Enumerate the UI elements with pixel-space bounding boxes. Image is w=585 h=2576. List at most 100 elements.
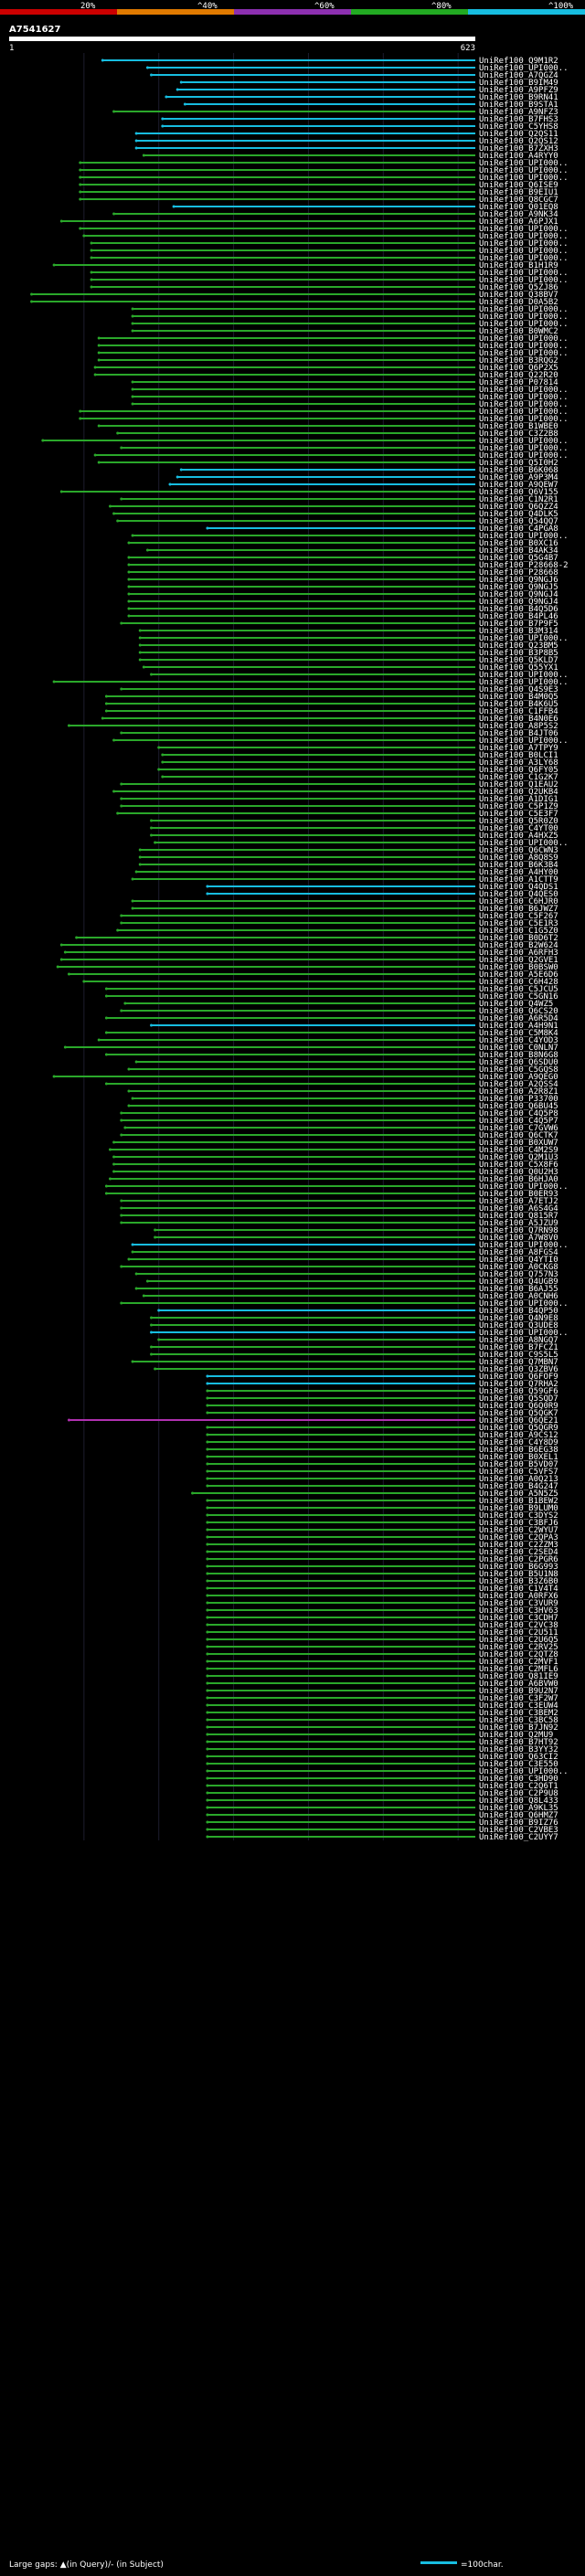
hit-label[interactable]: UniRef100_C3BEM2 xyxy=(479,1709,558,1718)
hit-label[interactable]: UniRef100_UPI000.. xyxy=(479,737,569,746)
hit-label[interactable]: UniRef100_C3BC58 xyxy=(479,1716,558,1725)
hit-label[interactable]: UniRef100_B6HJA0 xyxy=(479,1175,558,1184)
hit-label[interactable]: UniRef100_B0XC16 xyxy=(479,539,558,548)
hit-label[interactable]: UniRef100_UPI000.. xyxy=(479,532,569,541)
hit-label[interactable]: UniRef100_B9LUM0 xyxy=(479,1504,558,1513)
hit-label[interactable]: UniRef100_Q6V155 xyxy=(479,488,558,497)
hit-label[interactable]: UniRef100_B1BEW2 xyxy=(479,1497,558,1506)
hit-label[interactable]: UniRef100_B2W624 xyxy=(479,941,558,950)
hit-label[interactable]: UniRef100_B4PL46 xyxy=(479,612,558,621)
hit-label[interactable]: UniRef100_UPI000.. xyxy=(479,64,569,73)
hit-label[interactable]: UniRef100_C5YHS8 xyxy=(479,122,558,132)
hit-label[interactable]: UniRef100_A0CNH6 xyxy=(479,1292,558,1301)
hit-label[interactable]: UniRef100_UPI000.. xyxy=(479,342,569,351)
hit-label[interactable]: UniRef100_Q5G4B7 xyxy=(479,554,558,563)
hit-label[interactable]: UniRef100_Q9M1R2 xyxy=(479,57,558,66)
hit-label[interactable]: UniRef100_Q7RHA2 xyxy=(479,1380,558,1389)
hit-label[interactable]: UniRef100_B4AK34 xyxy=(479,546,558,556)
hit-label[interactable]: UniRef100_UPI000.. xyxy=(479,839,569,848)
hit-label[interactable]: UniRef100_A6R5D4 xyxy=(479,1014,558,1023)
hit-label[interactable]: UniRef100_A4H9N1 xyxy=(479,1022,558,1031)
hit-label[interactable]: UniRef100_C2P9U8 xyxy=(479,1789,558,1798)
hit-label[interactable]: UniRef100_A2QSS4 xyxy=(479,1080,558,1089)
hit-label[interactable]: UniRef100_Q01EQ8 xyxy=(479,203,558,212)
hit-label[interactable]: UniRef100_C2VC38 xyxy=(479,1621,558,1630)
hit-label[interactable]: UniRef100_UPI000.. xyxy=(479,269,569,278)
hit-label[interactable]: UniRef100_UPI000.. xyxy=(479,437,569,446)
hit-label[interactable]: UniRef100_Q4DLK5 xyxy=(479,510,558,519)
hit-label[interactable]: UniRef100_UPI000.. xyxy=(479,254,569,263)
hit-label[interactable]: UniRef100_A4HY00 xyxy=(479,868,558,877)
hit-label[interactable]: UniRef100_C1V4T4 xyxy=(479,1585,558,1594)
hit-label[interactable]: UniRef100_A9CS12 xyxy=(479,1431,558,1440)
hit-label[interactable]: UniRef100_Q4UGB9 xyxy=(479,1277,558,1287)
hit-label[interactable]: UniRef100_Q9NGJ4 xyxy=(479,598,558,607)
hit-label[interactable]: UniRef100_A6S4G4 xyxy=(479,1204,558,1214)
hit-label[interactable]: UniRef100_A4RYY0 xyxy=(479,152,558,161)
hit-label[interactable]: UniRef100_C1G2K7 xyxy=(479,773,558,782)
hit-label[interactable]: UniRef100_Q6CS20 xyxy=(479,1007,558,1016)
hit-label[interactable]: UniRef100_B7JN92 xyxy=(479,1723,558,1733)
hit-label[interactable]: UniRef100_A0CKG8 xyxy=(479,1263,558,1272)
hit-label[interactable]: UniRef100_UPI000.. xyxy=(479,159,569,168)
hit-label[interactable]: UniRef100_B6EG38 xyxy=(479,1446,558,1455)
hit-label[interactable]: UniRef100_B0BSW0 xyxy=(479,963,558,972)
hit-label[interactable]: UniRef100_UPI000.. xyxy=(479,239,569,249)
hit-label[interactable]: UniRef100_A4HXZ5 xyxy=(479,832,558,841)
hit-label[interactable]: UniRef100_C2PGR6 xyxy=(479,1555,558,1564)
hit-label[interactable]: UniRef100_Q3ZBV6 xyxy=(479,1365,558,1374)
hit-label[interactable]: UniRef100_Q6SDU0 xyxy=(479,1058,558,1067)
hit-label[interactable]: UniRef100_Q6Q0R9 xyxy=(479,1402,558,1411)
hit-label[interactable]: UniRef100_Q9NGJ6 xyxy=(479,576,558,585)
hit-label[interactable]: UniRef100_C2UYY7 xyxy=(479,1833,558,1842)
hit-label[interactable]: UniRef100_Q54QQ7 xyxy=(479,517,558,526)
hit-label[interactable]: UniRef100_UPI000.. xyxy=(479,415,569,424)
hit-label[interactable]: UniRef100_B4N0E6 xyxy=(479,715,558,724)
hit-label[interactable]: UniRef100_A7ETJ2 xyxy=(479,1197,558,1206)
hit-label[interactable]: UniRef100_B4G247 xyxy=(479,1482,558,1491)
hit-label[interactable]: UniRef100_A0Q213 xyxy=(479,1475,558,1484)
hit-label[interactable]: UniRef100_A7QGZ4 xyxy=(479,71,558,80)
hit-label[interactable]: UniRef100_C2QTZ8 xyxy=(479,1650,558,1659)
hit-label[interactable]: UniRef100_P28668-2 xyxy=(479,561,569,570)
hit-label[interactable]: UniRef100_C2ZZM3 xyxy=(479,1541,558,1550)
hit-label[interactable]: UniRef100_A8Q8S9 xyxy=(479,853,558,863)
hit-label[interactable]: UniRef100_C6HJR0 xyxy=(479,897,558,906)
hit-label[interactable]: UniRef100_A8NGQ7 xyxy=(479,1336,558,1345)
hit-label[interactable]: UniRef100_D0A5B2 xyxy=(479,298,558,307)
hit-label[interactable]: UniRef100_Q6CWN3 xyxy=(479,846,558,855)
hit-label[interactable]: UniRef100_UPI000.. xyxy=(479,451,569,461)
hit-label[interactable]: UniRef100_P28668 xyxy=(479,568,558,578)
hit-label[interactable]: UniRef100_C2SED4 xyxy=(479,1548,558,1557)
hit-label[interactable]: UniRef100_B9RN41 xyxy=(479,93,558,102)
hit-label[interactable]: UniRef100_A2R8Z1 xyxy=(479,1087,558,1097)
hit-label[interactable]: UniRef100_C2U6Q5 xyxy=(479,1636,558,1645)
hit-label[interactable]: UniRef100_Q5QGK7 xyxy=(479,1409,558,1418)
hit-label[interactable]: UniRef100_B9IM49 xyxy=(479,79,558,88)
hit-label[interactable]: UniRef100_Q7MBN7 xyxy=(479,1358,558,1367)
hit-label[interactable]: UniRef100_UPI000.. xyxy=(479,678,569,687)
hit-label[interactable]: UniRef100_B0D6T2 xyxy=(479,934,558,943)
hit-label[interactable]: UniRef100_Q6ISE9 xyxy=(479,181,558,190)
hit-label[interactable]: UniRef100_Q3UDE8 xyxy=(479,1321,558,1330)
hit-label[interactable]: UniRef100_B4JT06 xyxy=(479,729,558,738)
hit-label[interactable]: UniRef100_UPI000.. xyxy=(479,408,569,417)
hit-label[interactable]: UniRef100_A9QEG0 xyxy=(479,1073,558,1082)
hit-label[interactable]: UniRef100_B4K6U5 xyxy=(479,700,558,709)
hit-label[interactable]: UniRef100_Q9NGJ4 xyxy=(479,590,558,599)
hit-label[interactable]: UniRef100_C3BFJ6 xyxy=(479,1519,558,1528)
hit-label[interactable]: UniRef100_Q6HMZ7 xyxy=(479,1811,558,1820)
hit-label[interactable]: UniRef100_C9S5L5 xyxy=(479,1351,558,1360)
hit-label[interactable]: UniRef100_C5VFS7 xyxy=(479,1468,558,1477)
hit-label[interactable]: UniRef100_UPI000.. xyxy=(479,232,569,241)
hit-label[interactable]: UniRef100_Q5ZJ86 xyxy=(479,283,558,292)
hit-label[interactable]: UniRef100_B5U1N8 xyxy=(479,1570,558,1579)
hit-label[interactable]: UniRef100_B6K068 xyxy=(479,466,558,475)
hit-label[interactable]: UniRef100_C3Z2B8 xyxy=(479,429,558,439)
hit-label[interactable]: UniRef100_C3CDH7 xyxy=(479,1614,558,1623)
hit-label[interactable]: UniRef100_C0NLN7 xyxy=(479,1044,558,1053)
hit-label[interactable]: UniRef100_A9KL35 xyxy=(479,1804,558,1813)
hit-label[interactable]: UniRef100_B6AJ55 xyxy=(479,1285,558,1294)
hit-label[interactable]: UniRef100_A9NFZ3 xyxy=(479,108,558,117)
hit-label[interactable]: UniRef100_Q63CI2 xyxy=(479,1753,558,1762)
